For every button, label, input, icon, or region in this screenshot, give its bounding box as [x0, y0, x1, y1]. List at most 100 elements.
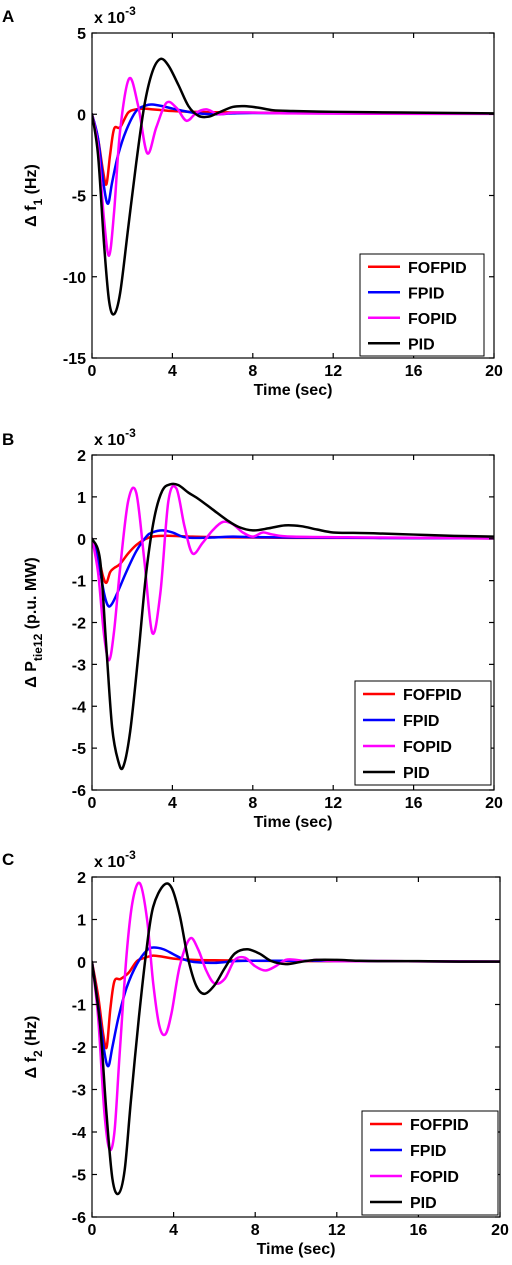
x-tick-label: 16	[405, 363, 423, 380]
x-tick-label: 4	[168, 795, 177, 812]
legend-label-fpid: FPID	[410, 1143, 446, 1160]
legend: FOFPID FPID FOPID PID	[359, 253, 485, 357]
x-tick-label: 4	[169, 1222, 178, 1239]
legend-box	[354, 680, 492, 786]
series-line-pid	[92, 882, 500, 1196]
x-tick-label: 8	[248, 363, 257, 380]
legend-label-pid: PID	[403, 765, 430, 782]
y-axis-label: Δ f1 (Hz)	[23, 164, 45, 227]
x-tick-label: 0	[88, 363, 97, 380]
x-tick-label: 12	[324, 795, 342, 812]
legend: FOFPID FPID FOPID PID	[361, 1110, 499, 1216]
y-tick-label: 0	[77, 955, 86, 972]
y-exponent-label: x 10-3	[94, 848, 136, 871]
legend-label-fopid: FOPID	[410, 1169, 459, 1186]
y-exponent-base: x 10	[94, 854, 125, 871]
legend-label-fpid: FPID	[403, 713, 439, 730]
y-axis-label-unit: (p.u. MW)	[23, 557, 40, 633]
y-exponent-base: x 10	[94, 10, 125, 27]
y-exponent-label: x 10-3	[94, 426, 136, 449]
legend-label-fofpid: FOFPID	[408, 260, 467, 277]
y-tick-label: 0	[77, 107, 86, 124]
y-tick-label: -4	[72, 1125, 86, 1142]
x-tick-label: 0	[88, 795, 97, 812]
series-group	[92, 57, 494, 316]
legend-box	[359, 253, 485, 357]
legend-label-fopid: FOPID	[403, 739, 452, 756]
y-tick-label: -6	[72, 783, 86, 800]
series-line-fpid	[92, 946, 500, 1068]
legend-label-pid: PID	[408, 336, 435, 353]
legend-label-pid: PID	[410, 1195, 437, 1212]
y-tick-label: 1	[77, 913, 86, 930]
y-tick-label: -4	[72, 699, 86, 716]
y-tick-label: -3	[72, 1083, 86, 1100]
y-exponent-power: -3	[125, 4, 136, 18]
series-line-pid	[92, 57, 494, 316]
x-tick-label: 0	[88, 1222, 97, 1239]
y-axis-label-main: Δ P	[23, 661, 40, 688]
legend-label-fofpid: FOFPID	[410, 1117, 469, 1134]
series-group	[92, 482, 494, 771]
x-tick-label: 20	[485, 795, 503, 812]
panel-label: B	[2, 430, 14, 449]
y-axis-label-sub: tie12	[31, 633, 45, 661]
y-exponent-power: -3	[125, 848, 136, 862]
series-line-fopid	[92, 881, 500, 1152]
series-line-fopid	[92, 76, 494, 257]
y-exponent-base: x 10	[94, 432, 125, 449]
x-tick-label: 16	[410, 1222, 428, 1239]
y-tick-label: -6	[72, 1210, 86, 1227]
x-axis-label: Time (sec)	[254, 814, 333, 831]
y-tick-label: -1	[72, 998, 86, 1015]
series-group	[92, 881, 500, 1196]
legend-label-fopid: FOPID	[408, 311, 457, 328]
y-exponent-power: -3	[125, 426, 136, 440]
panel-label: C	[2, 850, 14, 869]
y-tick-label: 1	[77, 490, 86, 507]
x-tick-label: 4	[168, 363, 177, 380]
y-tick-label: -15	[63, 351, 86, 368]
chart-panel-a: 0 4 8 12 16 20 -15 -10 -5 0 5 x 10-3 A Time (sec) Δ f1…	[2, 4, 503, 399]
x-tick-label: 12	[324, 363, 342, 380]
series-line-fopid	[92, 484, 494, 662]
y-axis-label-unit: (Hz)	[23, 1016, 40, 1051]
y-axis-label: Δ Ptie12 (p.u. MW)	[23, 557, 45, 687]
y-tick-label: -2	[72, 616, 86, 633]
legend-label-fofpid: FOFPID	[403, 687, 462, 704]
x-axis-label: Time (sec)	[257, 1241, 336, 1258]
legend: FOFPID FPID FOPID PID	[354, 680, 492, 786]
y-tick-label: 5	[77, 26, 86, 43]
y-tick-label: -10	[63, 270, 86, 287]
x-tick-label: 8	[248, 795, 257, 812]
y-axis-label: Δ f2 (Hz)	[23, 1016, 45, 1079]
y-tick-label: 0	[77, 532, 86, 549]
y-axis-label-sub: 2	[31, 1050, 45, 1057]
y-axis-label-main: Δ f	[23, 1056, 40, 1078]
x-axis-label: Time (sec)	[254, 382, 333, 399]
y-tick-label: -3	[72, 657, 86, 674]
y-tick-label: -5	[72, 741, 86, 758]
x-tick-label: 8	[251, 1222, 260, 1239]
y-tick-label: 2	[77, 870, 86, 887]
series-line-pid	[92, 482, 494, 771]
y-axis-label-main: Δ f	[23, 205, 40, 227]
legend-box	[361, 1110, 499, 1216]
y-tick-label: -1	[72, 574, 86, 591]
y-tick-label: 2	[77, 448, 86, 465]
y-exponent-label: x 10-3	[94, 4, 136, 27]
x-tick-label: 20	[485, 363, 503, 380]
x-tick-label: 16	[405, 795, 423, 812]
y-tick-label: -5	[72, 1168, 86, 1185]
x-tick-label: 20	[491, 1222, 509, 1239]
x-tick-label: 12	[328, 1222, 346, 1239]
y-tick-label: -5	[72, 189, 86, 206]
panel-label: A	[2, 7, 14, 26]
y-axis-label-unit: (Hz)	[23, 164, 40, 199]
y-tick-label: -2	[72, 1040, 86, 1057]
y-axis-label-sub: 1	[31, 199, 45, 206]
legend-label-fpid: FPID	[408, 285, 444, 302]
